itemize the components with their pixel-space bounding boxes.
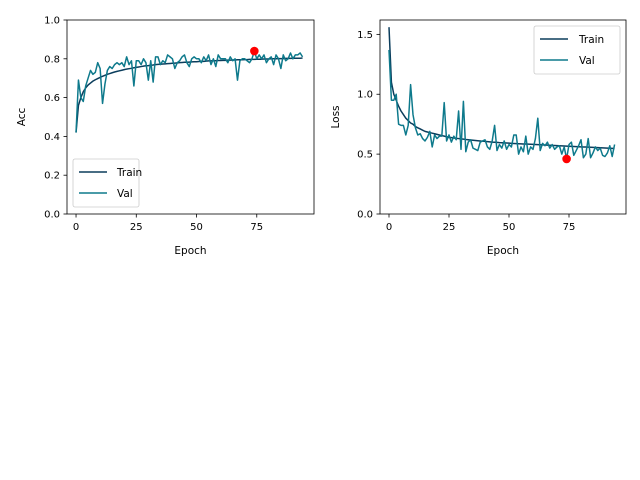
accuracy-legend-train-label: Train: [116, 167, 142, 179]
accuracy-ytick-label: 0.2: [44, 171, 60, 182]
accuracy-ytick-label: 0.0: [44, 210, 60, 221]
loss-ytick-label: 1.0: [357, 90, 373, 101]
accuracy-ylabel: Acc: [16, 108, 28, 127]
loss-val-line: [388, 49, 616, 160]
accuracy-best-epoch-marker: [250, 46, 259, 56]
loss-ticks: 0 25 50 75 0.0 0.5 1.0 1.5: [357, 30, 575, 233]
loss-ytick-label: 1.5: [357, 30, 373, 41]
loss-marker-layer: [562, 154, 571, 164]
accuracy-marker-layer: [250, 46, 259, 56]
loss-legend-box: [533, 25, 621, 75]
accuracy-legend: Train Val: [72, 158, 142, 208]
loss-best-epoch-marker: [562, 154, 571, 164]
accuracy-xlabel: Epoch: [174, 245, 206, 257]
accuracy-ticks: 0 25 50 75 0.0 0.2 0.4 0.6 0.8 1.0: [44, 16, 263, 234]
accuracy-axes-frame: [66, 19, 315, 215]
loss-xlabel: Epoch: [487, 245, 519, 257]
loss-legend-val-label: Val: [579, 55, 595, 67]
loss-ylabel: Loss: [330, 105, 342, 128]
accuracy-legend-box: [72, 158, 140, 208]
loss-axes-frame: [379, 19, 627, 215]
accuracy-xtick-label: 0: [73, 222, 79, 233]
accuracy-ytick-label: 0.4: [44, 132, 60, 143]
accuracy-legend-val-label: Val: [117, 188, 133, 200]
accuracy-ytick-label: 0.8: [44, 54, 60, 65]
accuracy-ytick-label: 0.6: [44, 93, 60, 104]
accuracy-xtick-label: 50: [190, 222, 203, 233]
loss-chart: 0 25 50 75 0.0 0.5 1.0 1.5 Epoch Loss Train Val: [330, 19, 627, 257]
loss-legend-train-label: Train: [578, 34, 604, 46]
loss-xtick-label: 50: [503, 222, 516, 233]
accuracy-xtick-label: 25: [130, 222, 143, 233]
accuracy-series-layer: [75, 50, 304, 133]
loss-train-line: [388, 27, 615, 150]
accuracy-xtick-label: 75: [250, 222, 263, 233]
accuracy-val-line: [75, 50, 304, 133]
loss-xtick-label: 75: [563, 222, 576, 233]
loss-legend: Train Val: [533, 25, 621, 75]
loss-ytick-label: 0.0: [357, 210, 373, 221]
loss-series-layer: [388, 27, 616, 160]
loss-xtick-label: 25: [443, 222, 456, 233]
loss-ytick-label: 0.5: [357, 150, 373, 161]
accuracy-ytick-label: 1.0: [44, 16, 60, 27]
accuracy-chart: 0 25 50 75 0.0 0.2 0.4 0.6 0.8 1.0 Epoch Acc Trai…: [16, 16, 315, 257]
loss-xtick-label: 0: [386, 222, 392, 233]
